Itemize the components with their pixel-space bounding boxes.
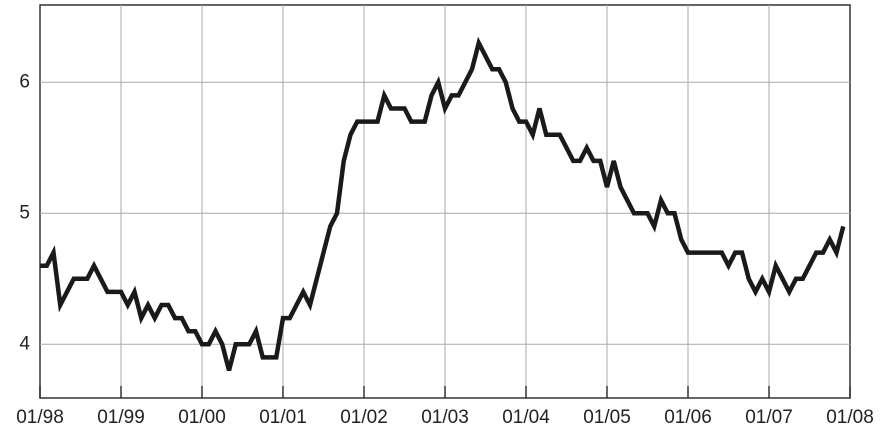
x-tick-label: 01/06 [664, 407, 712, 428]
x-tick-label: 01/03 [421, 407, 469, 428]
x-tick-label: 01/07 [745, 407, 793, 428]
y-tick-label: 5 [19, 202, 30, 223]
x-tick-label: 01/98 [16, 407, 64, 428]
x-tick-label: 01/01 [259, 407, 307, 428]
x-tick-label: 01/00 [178, 407, 226, 428]
x-tick-label: 01/05 [583, 407, 631, 428]
data-line [40, 36, 846, 372]
x-tick-label: 01/99 [97, 407, 145, 428]
x-tick-label: 01/08 [826, 407, 874, 428]
x-tick-label: 01/04 [502, 407, 550, 428]
y-tick-label: 4 [19, 333, 30, 354]
y-tick-label: 6 [19, 71, 30, 92]
x-tick-label: 01/02 [340, 407, 388, 428]
